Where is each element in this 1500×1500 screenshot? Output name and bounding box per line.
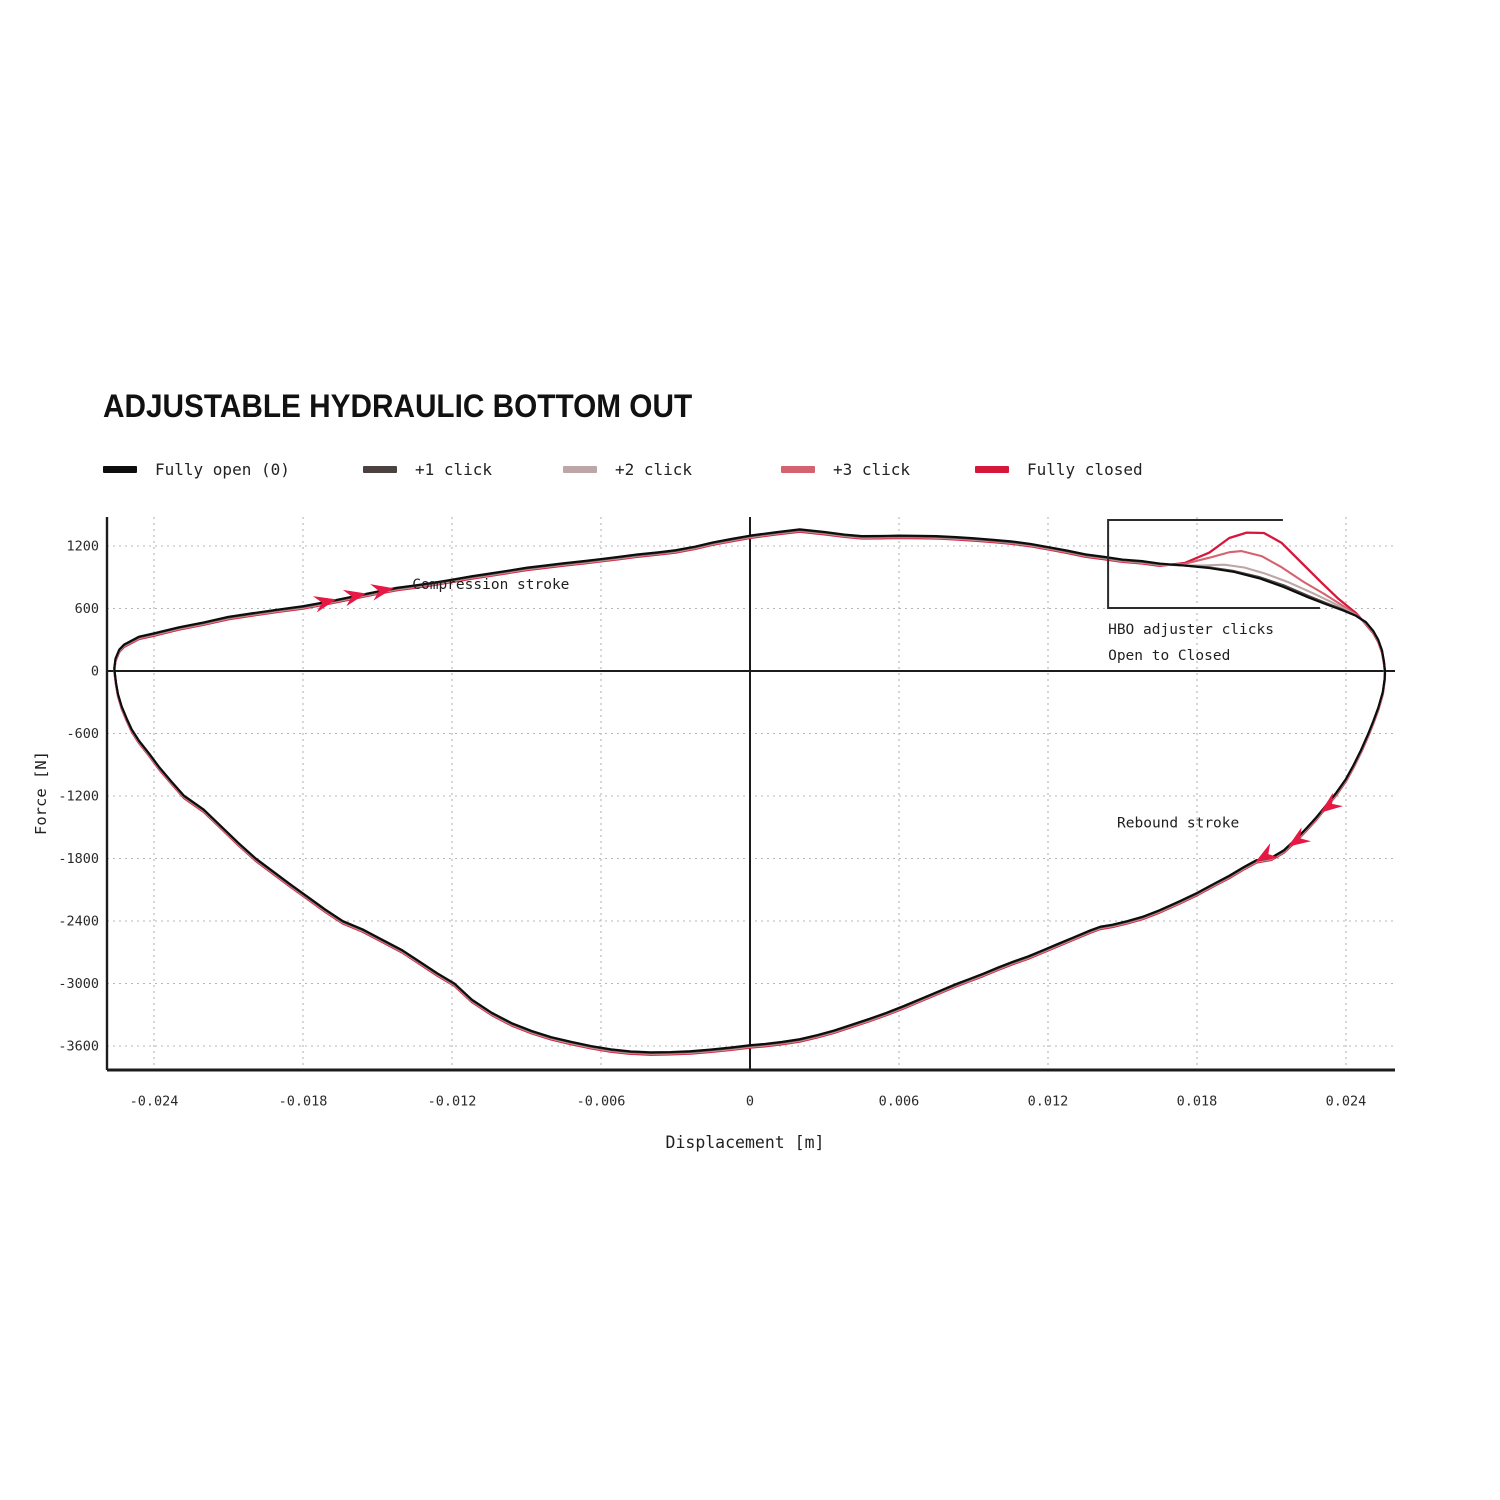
- x-tick-label: 0.012: [1028, 1094, 1069, 1110]
- legend-label: Fully closed: [1027, 459, 1143, 479]
- x-tick-label: -0.012: [428, 1094, 477, 1110]
- x-tick-label: 0.024: [1326, 1094, 1367, 1110]
- x-tick-label: 0: [746, 1094, 754, 1110]
- rebound-arrow-icon: [1288, 827, 1312, 847]
- x-axis-label: Displacement [m]: [666, 1133, 825, 1152]
- rebound-stroke-label: Rebound stroke: [1117, 815, 1239, 831]
- compression-arrow-icon: [342, 589, 367, 607]
- y-tick-label: -1800: [58, 851, 99, 867]
- y-axis-label: Force [N]: [32, 751, 50, 835]
- compression-arrow-icon: [312, 596, 337, 613]
- chart-title: ADJUSTABLE HYDRAULIC BOTTOM OUT: [103, 388, 693, 424]
- curve-fully-open-0: [113, 528, 1387, 1054]
- legend-item-plus1: +1 click: [363, 459, 492, 479]
- y-tick-label: -3000: [58, 976, 99, 992]
- rebound-arrow-icon: [1320, 792, 1344, 813]
- hbo-label-line1: HBO adjuster clicks: [1108, 622, 1274, 638]
- legend-item-fully-closed: Fully closed: [975, 459, 1143, 479]
- x-tick-label: -0.024: [130, 1094, 179, 1110]
- legend-label: Fully open (0): [155, 459, 290, 479]
- rebound-arrow-icon: [1255, 843, 1279, 862]
- legend-item-plus3: +3 click: [781, 459, 910, 479]
- legend-label: +3 click: [833, 459, 911, 479]
- legend-swatch-plus1: [363, 465, 397, 473]
- x-tick-label: 0.018: [1177, 1094, 1218, 1110]
- x-tick-label: -0.018: [279, 1094, 328, 1110]
- legend-item-plus2: +2 click: [563, 459, 692, 479]
- y-tick-label: 600: [75, 601, 99, 617]
- legend-item-fully-open: Fully open (0): [103, 459, 290, 479]
- hbo-label-line2: Open to Closed: [1108, 648, 1230, 664]
- compression-arrow-icon: [370, 584, 394, 601]
- legend-label: +2 click: [615, 459, 693, 479]
- y-tick-label: -600: [66, 726, 99, 742]
- x-tick-label: 0.006: [879, 1094, 920, 1110]
- legend-swatch-fully-closed: [975, 465, 1009, 473]
- y-tick-label: -2400: [58, 914, 99, 930]
- legend-swatch-plus3: [781, 465, 815, 473]
- y-tick-label: 1200: [66, 539, 99, 555]
- legend-swatch-fully-open: [103, 465, 137, 473]
- y-tick-label: -3600: [58, 1039, 99, 1055]
- compression-stroke-label: Compression stroke: [412, 577, 569, 593]
- y-tick-label: 0: [91, 664, 99, 680]
- legend-label: +1 click: [415, 459, 493, 479]
- legend-swatch-plus2: [563, 465, 597, 473]
- x-tick-label: -0.006: [577, 1094, 626, 1110]
- hbo-region-box: [1107, 518, 1320, 609]
- y-tick-label: -1200: [58, 789, 99, 805]
